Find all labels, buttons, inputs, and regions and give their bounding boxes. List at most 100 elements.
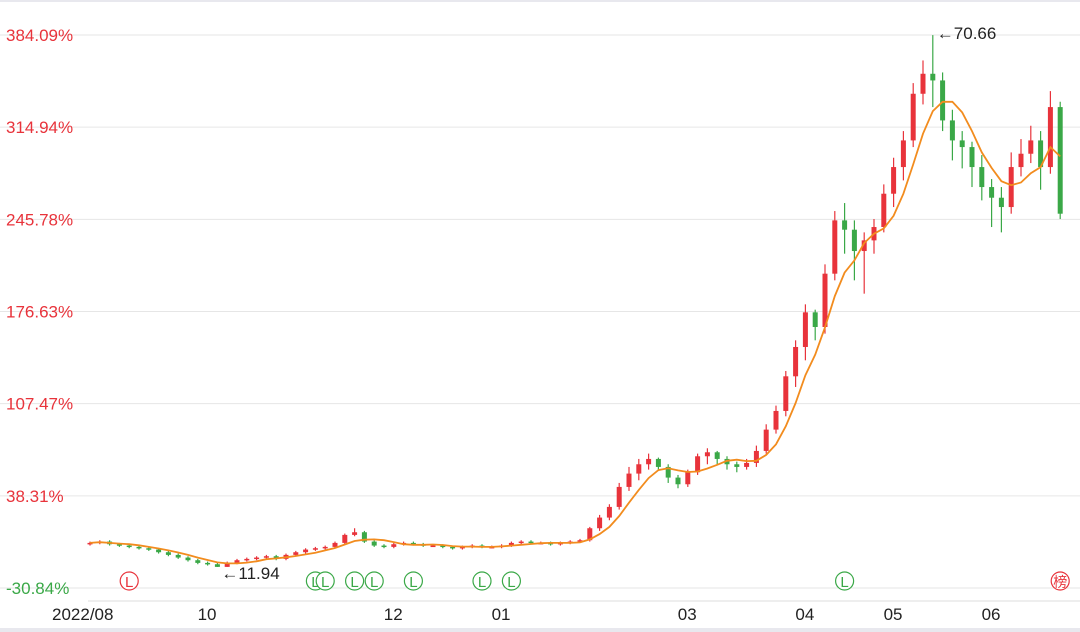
candle-body xyxy=(205,562,211,565)
marker-circle xyxy=(472,571,492,591)
candle-body xyxy=(518,541,524,544)
candle xyxy=(900,131,906,181)
candle-body xyxy=(175,554,181,558)
candle xyxy=(1047,91,1053,174)
marker-label: L xyxy=(350,574,358,591)
candle-body xyxy=(685,472,691,485)
x-axis: 2022/08 10 12 01 03 04 05 06 xyxy=(52,605,1001,624)
candle-body xyxy=(900,140,906,168)
candle xyxy=(322,545,328,550)
candle xyxy=(381,544,387,549)
candle xyxy=(165,550,171,557)
marker-label: L xyxy=(409,574,417,591)
candle-body xyxy=(1028,140,1034,154)
candle xyxy=(802,304,808,361)
candle xyxy=(185,556,191,562)
candle-body xyxy=(793,346,799,377)
candle xyxy=(842,203,848,254)
event-marker[interactable]: L xyxy=(119,571,139,591)
candle-body xyxy=(165,552,171,555)
y-tick-label: 107.47% xyxy=(6,395,73,414)
candle-body xyxy=(254,557,260,560)
candle xyxy=(312,546,318,551)
event-marker[interactable]: L xyxy=(364,571,384,591)
candle-body xyxy=(361,532,367,542)
candle-body xyxy=(773,410,779,430)
candle-body xyxy=(322,546,328,549)
y-tick-label: -30.84% xyxy=(6,579,69,598)
candle xyxy=(136,545,142,550)
candle xyxy=(793,340,799,387)
event-marker[interactable]: L xyxy=(345,571,365,591)
candle xyxy=(195,558,201,565)
candle xyxy=(342,533,348,545)
candle-body xyxy=(940,80,946,121)
candle-body xyxy=(87,542,93,545)
candle xyxy=(626,466,632,491)
candle xyxy=(714,450,720,465)
event-marker[interactable]: L xyxy=(472,571,492,591)
candle-body xyxy=(979,167,985,188)
candle xyxy=(371,540,377,547)
x-tick-label: 10 xyxy=(198,605,217,624)
candle-body xyxy=(626,473,632,487)
x-tick-label: 03 xyxy=(678,605,697,624)
marker-label: L xyxy=(507,574,515,591)
candle xyxy=(812,309,818,341)
candle-body xyxy=(616,486,622,507)
candle xyxy=(214,562,220,567)
candle-body xyxy=(734,464,740,467)
candle xyxy=(704,448,710,465)
event-marker[interactable]: L xyxy=(501,571,521,591)
candle xyxy=(822,264,828,334)
candle xyxy=(930,35,936,108)
candle-body xyxy=(606,506,612,518)
candle-body xyxy=(665,466,671,478)
candle-body xyxy=(744,462,750,467)
candle xyxy=(665,464,671,483)
candle-body xyxy=(352,532,358,535)
candle xyxy=(244,557,250,562)
candle-body xyxy=(842,220,848,230)
candle xyxy=(979,155,985,201)
candle-body xyxy=(332,542,338,547)
marker-label: L xyxy=(311,574,319,591)
event-marker[interactable]: L xyxy=(403,571,423,591)
candle-body xyxy=(861,240,867,252)
candle-body xyxy=(949,120,955,141)
candle-body xyxy=(655,458,661,467)
candle-body xyxy=(1057,107,1063,214)
marker-circle xyxy=(315,571,335,591)
candle-body xyxy=(224,562,230,567)
candle-body xyxy=(998,197,1004,208)
candle-body xyxy=(116,544,122,546)
candle-body xyxy=(636,464,642,474)
candle-body xyxy=(440,545,446,548)
event-marker[interactable]: 榜 xyxy=(1050,571,1070,591)
grid xyxy=(0,34,1080,589)
y-tick-label: 384.09% xyxy=(6,26,73,45)
candle-body xyxy=(851,229,857,252)
candle-body xyxy=(753,450,759,463)
candle-body xyxy=(508,542,514,546)
event-marker[interactable]: L xyxy=(834,571,855,591)
candle xyxy=(655,457,661,471)
candle-body xyxy=(597,517,603,529)
candle xyxy=(254,556,260,561)
candle xyxy=(1018,139,1024,177)
y-axis: 384.09% 314.94% 245.78% 176.63% 107.47% 38.31… xyxy=(6,26,73,598)
candle-body xyxy=(704,452,710,457)
candle-body xyxy=(263,556,269,558)
marker-circle xyxy=(834,571,855,591)
candle xyxy=(969,141,975,188)
candle xyxy=(606,504,612,521)
candle-body xyxy=(891,167,897,194)
candle xyxy=(391,542,397,549)
marker-label: L xyxy=(370,574,378,591)
candle-body xyxy=(910,93,916,141)
candle-body xyxy=(195,560,201,563)
candle-body xyxy=(303,549,309,553)
event-marker[interactable]: L xyxy=(315,571,335,591)
